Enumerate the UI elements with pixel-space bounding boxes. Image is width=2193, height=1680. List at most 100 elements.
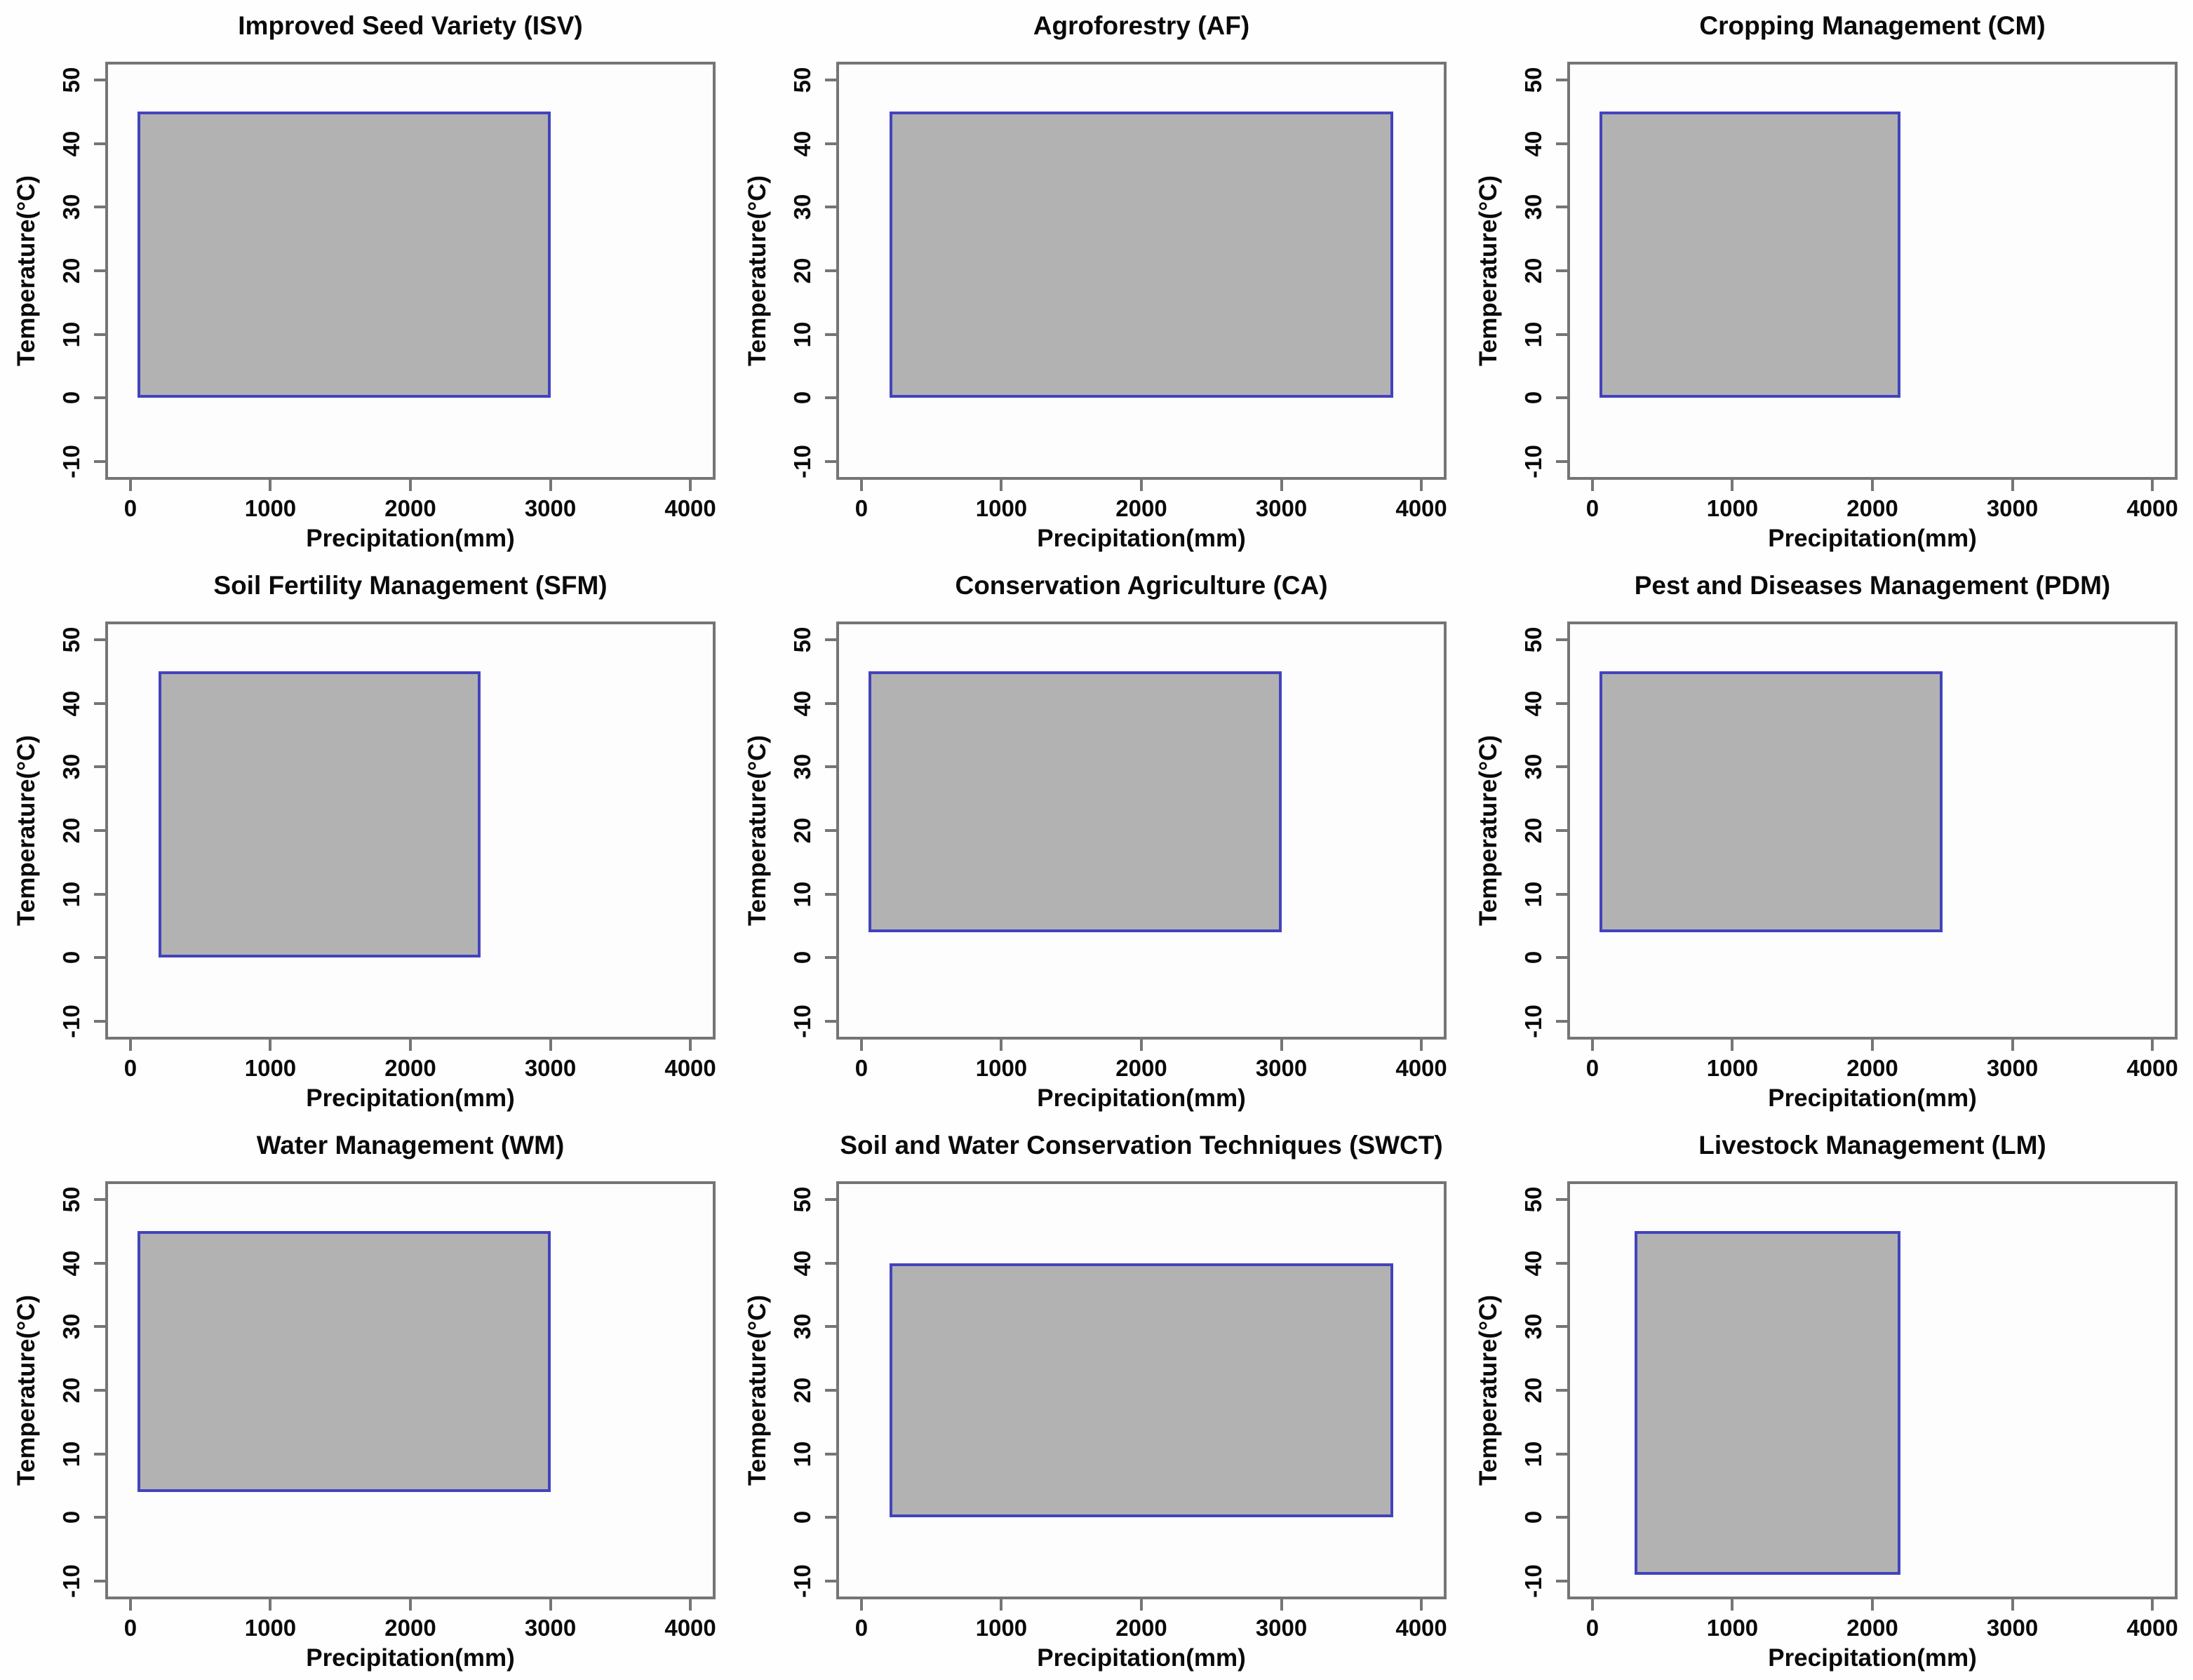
y-axis-tick <box>825 638 836 641</box>
x-axis-tick <box>1731 480 1734 491</box>
x-axis-tick <box>1590 1040 1594 1051</box>
x-tick-label: 2000 <box>1115 1615 1167 1641</box>
x-tick-label: 1000 <box>244 495 297 521</box>
y-axis-tick <box>1556 1580 1567 1583</box>
y-axis-tick <box>1556 1452 1567 1456</box>
y-axis-tick <box>825 1020 836 1023</box>
x-axis-tick <box>1280 1040 1283 1051</box>
chart-title: Agroforestry (AF) <box>1033 11 1250 40</box>
suitability-range-rect <box>137 1231 551 1493</box>
chart-panel: Conservation Agriculture (CA) Temperatur… <box>731 560 1462 1120</box>
x-tick-label: 2000 <box>384 495 436 521</box>
y-axis-tick <box>1556 1389 1567 1392</box>
chart-panel: Improved Seed Variety (ISV) Temperature(… <box>0 0 731 560</box>
x-axis-tick <box>689 480 692 491</box>
y-axis-tick <box>825 829 836 832</box>
x-tick-label: 3000 <box>524 1055 577 1081</box>
y-axis-tick <box>1556 460 1567 464</box>
x-tick-label: 1000 <box>244 1615 297 1641</box>
x-axis-tick <box>269 480 272 491</box>
y-axis-tick <box>94 1020 105 1023</box>
x-tick-label: 0 <box>854 1055 869 1081</box>
y-axis-tick <box>1556 1261 1567 1265</box>
x-tick-label: 4000 <box>664 495 716 521</box>
x-axis-tick <box>269 1040 272 1051</box>
y-axis-tick <box>1556 269 1567 272</box>
x-axis-tick <box>1871 1040 1874 1051</box>
x-tick-label: 4000 <box>2126 495 2178 521</box>
x-axis-tick <box>549 1599 552 1611</box>
x-axis-tick <box>128 1040 132 1051</box>
x-tick-label: 1000 <box>1706 1615 1759 1641</box>
y-axis-tick <box>825 1580 836 1583</box>
x-axis-tick <box>1280 480 1283 491</box>
plot-area: 0 1000 2000 3000 4000 -10 0 10 20 30 40 50 <box>1520 62 2178 521</box>
y-axis-tick <box>94 1325 105 1329</box>
x-axis-tick <box>549 480 552 491</box>
y-axis-tick <box>825 460 836 464</box>
plot-area: 0 1000 2000 3000 4000 -10 0 10 20 30 40 50 <box>1520 1181 2178 1641</box>
x-axis-tick <box>1590 480 1594 491</box>
x-axis-tick <box>409 480 412 491</box>
x-axis-tick <box>1000 1040 1003 1051</box>
y-axis-tick <box>825 765 836 769</box>
y-axis-tick <box>825 78 836 81</box>
x-tick-label: 4000 <box>2126 1615 2178 1641</box>
y-axis-tick <box>1556 142 1567 145</box>
x-axis-label: Precipitation(mm) <box>1037 1084 1246 1112</box>
chart-panel: Soil and Water Conservation Techniques (… <box>731 1120 1462 1679</box>
y-axis-tick <box>825 1389 836 1392</box>
plot-area: 0 1000 2000 3000 4000 -10 0 10 20 30 40 50 <box>58 62 716 521</box>
y-axis-tick <box>825 1516 836 1519</box>
y-axis-tick <box>94 332 105 336</box>
x-axis-label: Precipitation(mm) <box>1037 1644 1246 1672</box>
y-axis-tick <box>1556 206 1567 209</box>
y-axis-tick <box>1556 78 1567 81</box>
x-axis-tick <box>1590 1599 1594 1611</box>
y-axis-tick <box>825 956 836 960</box>
y-axis-tick <box>825 1261 836 1265</box>
x-tick-label: 4000 <box>1395 495 1447 521</box>
y-axis-tick <box>825 206 836 209</box>
chart-title: Water Management (WM) <box>256 1131 565 1160</box>
chart-title: Improved Seed Variety (ISV) <box>238 11 583 40</box>
chart-panel: Pest and Diseases Management (PDM) Tempe… <box>1462 560 2193 1120</box>
plot-area: 0 1000 2000 3000 4000 -10 0 10 20 30 40 50 <box>58 1181 716 1641</box>
suitability-range-rect <box>868 671 1282 933</box>
chart-title: Pest and Diseases Management (PDM) <box>1634 571 2111 600</box>
chart-panel: Soil Fertility Management (SFM) Temperat… <box>0 560 731 1120</box>
x-axis-label: Precipitation(mm) <box>1768 1644 1977 1672</box>
y-axis-tick <box>825 1197 836 1201</box>
y-axis-tick <box>94 269 105 272</box>
x-tick-label: 1000 <box>1706 495 1759 521</box>
x-axis-tick <box>1140 1040 1143 1051</box>
y-axis-tick <box>825 701 836 705</box>
y-axis-tick <box>1556 701 1567 705</box>
x-tick-label: 3000 <box>1255 495 1308 521</box>
x-axis-label: Precipitation(mm) <box>1768 525 1977 552</box>
x-tick-label: 3000 <box>1255 1615 1308 1641</box>
x-axis-tick <box>1871 1599 1874 1611</box>
y-axis-tick <box>1556 1516 1567 1519</box>
y-axis-tick <box>94 1389 105 1392</box>
x-tick-label: 4000 <box>664 1055 716 1081</box>
suitability-range-rect <box>889 1263 1394 1518</box>
x-axis-tick <box>1140 480 1143 491</box>
x-axis-tick <box>2151 1040 2154 1051</box>
suitability-range-rect <box>1599 671 1943 933</box>
suitability-range-rect <box>137 112 551 398</box>
y-axis-tick <box>1556 765 1567 769</box>
y-axis-tick <box>825 1325 836 1329</box>
x-tick-label: 0 <box>854 495 869 521</box>
y-axis-tick <box>1556 956 1567 960</box>
x-axis-label: Precipitation(mm) <box>306 525 515 552</box>
x-axis-tick <box>128 480 132 491</box>
y-axis-tick <box>94 1516 105 1519</box>
x-axis-tick <box>1000 480 1003 491</box>
x-axis-tick <box>859 480 863 491</box>
x-tick-label: 4000 <box>1395 1055 1447 1081</box>
x-axis-tick <box>689 1599 692 1611</box>
x-tick-label: 3000 <box>524 495 577 521</box>
y-axis-tick <box>94 892 105 896</box>
plot-area: 0 1000 2000 3000 4000 -10 0 10 20 30 40 50 <box>789 62 1447 521</box>
